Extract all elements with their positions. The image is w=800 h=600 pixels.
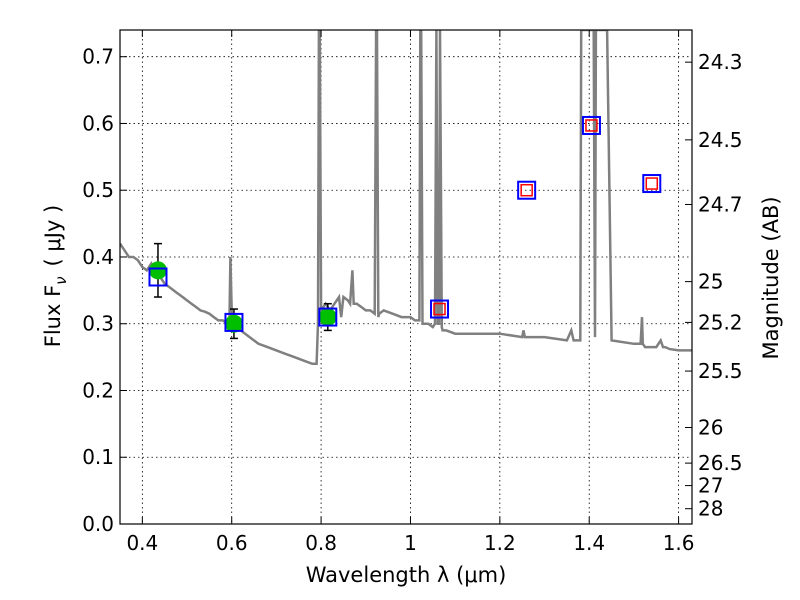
- right-y-tick-label: 25.2: [698, 310, 743, 334]
- observed-point: [224, 314, 243, 333]
- y-axis-label: Flux Fν ( μJy ): [41, 205, 70, 348]
- right-y-tick-label: 26: [698, 416, 723, 440]
- y-tick-label: 0.0: [82, 512, 114, 536]
- predicted-photometry-marker: [520, 183, 533, 197]
- model-photometry-marker: [581, 115, 601, 135]
- model-spectrum-line: [120, 30, 692, 366]
- x-tick-label: 0.4: [126, 531, 158, 555]
- axes-frame: [119, 29, 693, 525]
- observed-point: [318, 308, 337, 327]
- right-y-tick-label: 24.7: [698, 192, 743, 216]
- model-photometry-marker: [517, 180, 537, 200]
- predicted-photometry-marker: [585, 119, 598, 132]
- x-tick-label: 1.4: [573, 531, 605, 555]
- x-tick-label: 1.6: [663, 531, 695, 555]
- model-photometry-marker: [430, 299, 450, 319]
- right-y-tick-label: 24.3: [698, 50, 743, 74]
- right-y-tick-label: 28: [698, 497, 723, 521]
- x-tick-label: 1: [404, 531, 417, 555]
- ticks: 0.4 0.6 0.8 1 1.2 1.4 1.6 0.0 0.1 0.2 0.3 0.4 0.5 0.6…: [82, 30, 743, 555]
- x-tick-label: 0.8: [305, 531, 337, 555]
- y-tick-label: 0.5: [82, 178, 114, 202]
- x-tick-label: 1.2: [484, 531, 516, 555]
- y-axis-label-subscript: ν: [52, 276, 70, 284]
- right-y-tick-label: 24.5: [698, 128, 743, 152]
- y-axis-label-main: Flux F: [41, 285, 65, 347]
- plot-area: [120, 30, 692, 366]
- grid: [120, 30, 692, 525]
- x-axis-label: Wavelength λ (μm): [306, 563, 507, 587]
- predicted-photometry-marker: [433, 302, 446, 316]
- model-photometry-marker: [642, 174, 662, 194]
- model-photometry-marker: [224, 312, 244, 332]
- observed-point: [148, 261, 167, 280]
- model-photometry-marker: [318, 307, 338, 327]
- model-photometry-marker: [148, 267, 168, 287]
- y-tick-label: 0.6: [82, 111, 114, 135]
- right-y-tick-label: 25: [698, 270, 723, 294]
- y-tick-label: 0.1: [82, 445, 114, 469]
- right-y-tick-label: 26.5: [698, 451, 743, 475]
- predicted-photometry-marker: [645, 177, 659, 190]
- y-tick-label: 0.2: [82, 378, 114, 402]
- right-y-tick-label: 27: [698, 474, 723, 498]
- y-tick-label: 0.3: [82, 312, 114, 336]
- y-tick-label: 0.7: [82, 45, 114, 69]
- x-tick-label: 0.6: [216, 531, 248, 555]
- y-axis-label-unit: ( μJy ): [41, 205, 65, 267]
- right-y-tick-label: 25.5: [698, 359, 743, 383]
- right-y-axis-label: Magnitude (AB): [759, 196, 783, 359]
- y-tick-label: 0.4: [82, 245, 114, 269]
